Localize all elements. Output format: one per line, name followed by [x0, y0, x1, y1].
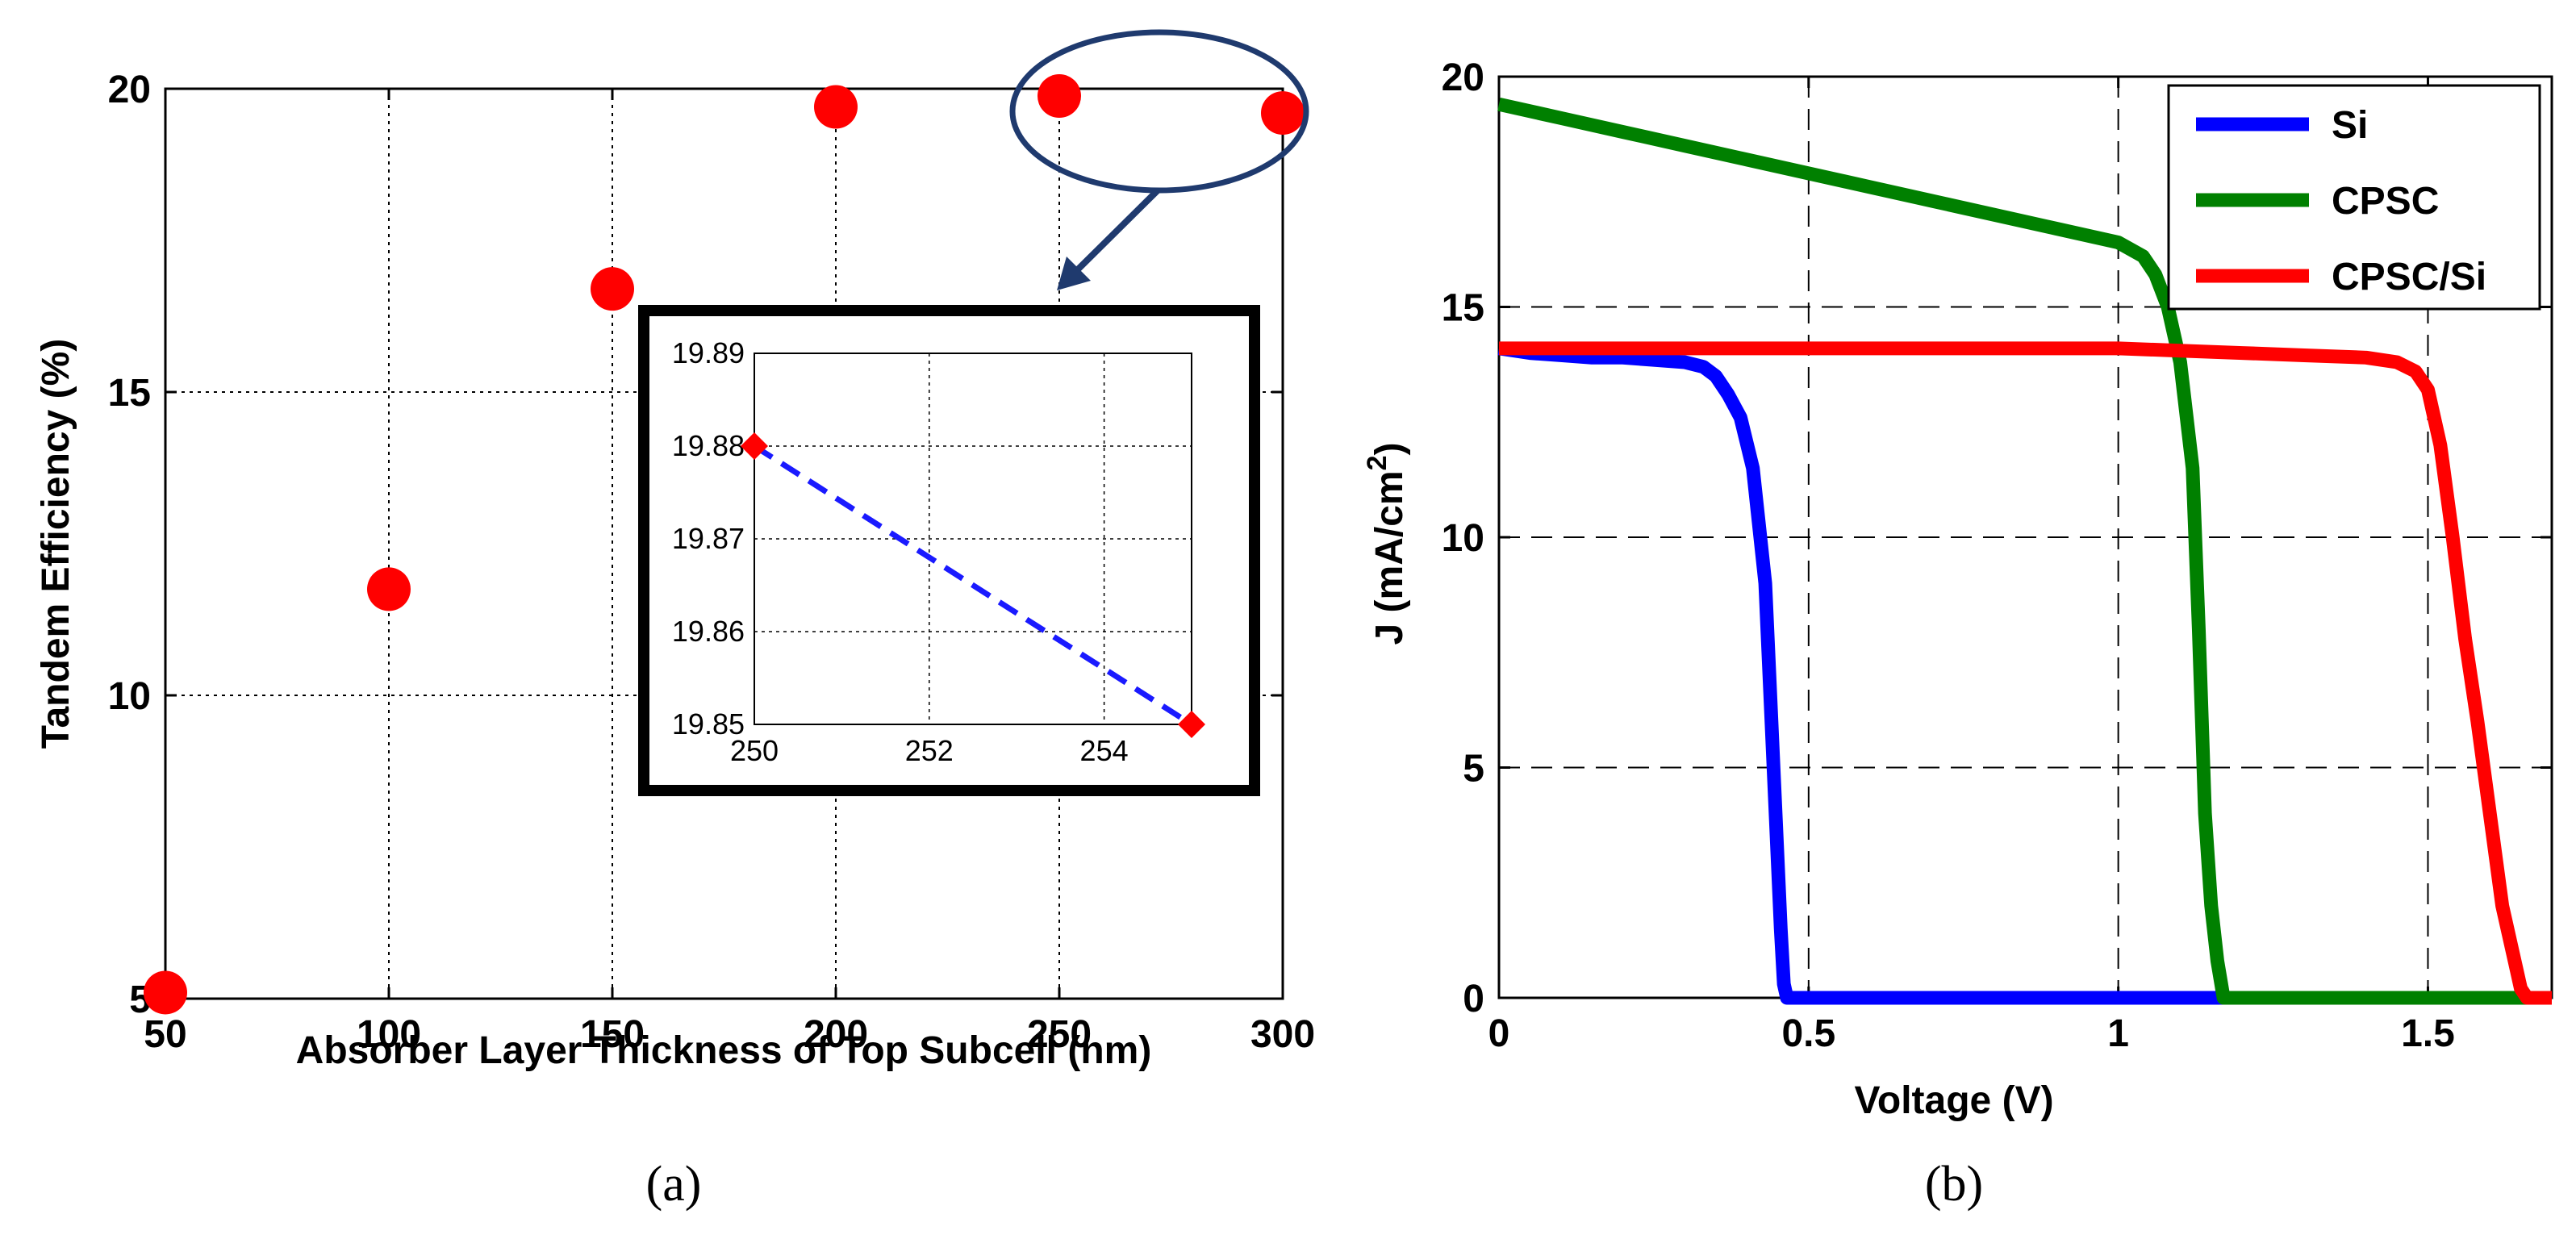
inset-y-tick-label: 19.86 [672, 615, 745, 648]
inset-y-tick-label: 19.89 [672, 336, 745, 369]
a-data-point [591, 267, 634, 311]
b-x-tick-label: 1.5 [2401, 1012, 2455, 1055]
inset-diamond-marker [1178, 711, 1205, 738]
b-x-tick-labels: 0 0.5 1 1.5 [1488, 1012, 2455, 1055]
a-x-tick-label: 100 [357, 1013, 421, 1056]
a-data-point [1037, 74, 1081, 119]
series-line-cpsc [1497, 97, 2552, 1005]
b-x-tick-label: 0.5 [1781, 1012, 1835, 1055]
inset-y-tick-labels: 19.85 19.86 19.87 19.88 19.89 [672, 336, 745, 741]
a-y-tick-label: 20 [108, 69, 151, 111]
a-x-axis-label: Absorber Layer Thickness of Top Subcell … [296, 1029, 1152, 1072]
inset-x-tick-label: 252 [905, 734, 954, 767]
inset-y-tick-label: 19.88 [672, 429, 745, 462]
inset-gridlines [754, 353, 1192, 724]
b-y-tick-labels: 0 5 10 15 20 [1442, 56, 1484, 1020]
b-x-tick-label: 0 [1488, 1012, 1510, 1055]
b-y-tick-label: 0 [1463, 978, 1484, 1020]
a-data-point [1261, 91, 1305, 136]
legend-label-si: Si [2332, 104, 2368, 147]
legend-label-cpsc-si: CPSC/Si [2332, 256, 2486, 298]
b-y-axis-label-main: J (mA/cm [1368, 470, 1411, 645]
inset-x-tick-label: 250 [730, 734, 779, 767]
b-series [1497, 97, 2552, 1005]
inset-y-tick-label: 19.87 [672, 522, 745, 555]
a-x-tick-label: 250 [1027, 1013, 1092, 1056]
a-plot-frame [164, 87, 1284, 1000]
a-inset: 250 252 254 19.85 19.86 19.87 19.88 19.89 [638, 305, 1260, 796]
b-y-tick-label: 15 [1442, 287, 1484, 330]
inset-series-line [753, 444, 1193, 727]
inset-x-tick-labels: 250 252 254 [730, 734, 1129, 767]
a-panel-caption: (a) [646, 1157, 702, 1212]
a-y-tick-label: 15 [108, 372, 151, 415]
a-callout-arrow-shaft [1075, 188, 1160, 273]
legend-label-cpsc: CPSC [2332, 180, 2439, 223]
b-y-tick-label: 5 [1463, 748, 1484, 791]
b-x-tick-label: 1 [2107, 1012, 2129, 1055]
b-y-axis-label-sup: 2 [1362, 455, 1392, 470]
b-y-axis-label-end: ) [1368, 443, 1411, 456]
inset-plot-frame [754, 353, 1192, 725]
inset-series [741, 432, 1205, 738]
b-y-tick-label: 10 [1442, 517, 1484, 560]
b-y-axis-label: J (mA/cm2) [1362, 443, 1411, 645]
series-line-si [1497, 341, 2552, 1005]
b-legend: Si CPSC CPSC/Si [2167, 84, 2541, 311]
inset-y-tick-label: 19.85 [672, 707, 745, 741]
a-data-points [144, 74, 1305, 1015]
b-y-tick-label: 20 [1442, 56, 1484, 99]
a-x-tick-label: 50 [144, 1013, 186, 1056]
a-data-point [144, 970, 187, 1015]
a-callout-ellipse [1009, 29, 1309, 194]
inset-frame [638, 305, 1260, 796]
panel-b: 0 0.5 1 1.5 0 5 10 15 20 Si CPSC CPSC/Si Voltage … [1362, 56, 2553, 1212]
a-y-tick-label: 10 [108, 675, 151, 718]
b-panel-caption: (b) [1925, 1157, 1983, 1212]
inset-diamond-marker [741, 432, 768, 460]
inset-x-tick-label: 254 [1080, 734, 1129, 767]
a-data-point [814, 85, 858, 129]
a-y-axis-label: Tandem Efficiency (%) [35, 339, 77, 749]
a-callout-arrow-head [1057, 257, 1091, 290]
a-x-tick-label: 200 [804, 1013, 868, 1056]
a-x-tick-labels: 50 100 150 200 250 300 [144, 1013, 1315, 1056]
a-x-tick-label: 150 [580, 1013, 645, 1056]
b-x-axis-label: Voltage (V) [1854, 1079, 2053, 1122]
a-data-point [367, 567, 411, 611]
a-x-tick-label: 300 [1250, 1013, 1315, 1056]
series-line-cpsc-si [1499, 341, 2552, 1005]
